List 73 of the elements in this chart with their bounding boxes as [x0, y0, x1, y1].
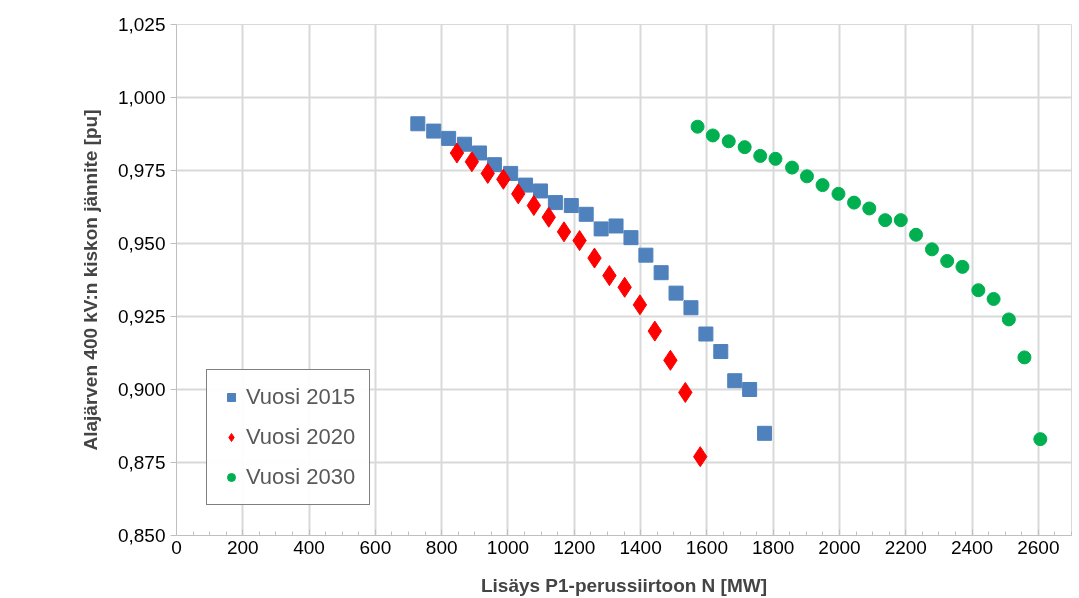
point — [1001, 312, 1016, 327]
point — [924, 242, 939, 257]
legend-label: Vuosi 2015 — [246, 384, 356, 410]
point — [532, 183, 548, 199]
point — [847, 195, 862, 210]
y-tick-label: 0,925 — [117, 306, 166, 327]
x-tick-label: 1200 — [553, 536, 596, 558]
point — [441, 130, 457, 146]
y-tick-label: 1,000 — [117, 87, 166, 108]
point — [768, 151, 783, 166]
point — [799, 169, 814, 184]
point — [971, 283, 986, 298]
y-tick-label: 0,850 — [117, 525, 166, 546]
point — [742, 382, 758, 397]
y-tick-label: 1,025 — [117, 14, 166, 35]
point — [653, 265, 669, 281]
point — [862, 201, 877, 216]
legend-label: Vuosi 2030 — [246, 464, 356, 490]
point — [727, 373, 743, 389]
point — [986, 291, 1001, 306]
point — [632, 294, 648, 316]
x-tick-label: 1400 — [619, 536, 662, 558]
point — [563, 198, 579, 214]
point — [608, 218, 624, 234]
point — [638, 247, 654, 263]
point — [940, 254, 955, 269]
point — [831, 186, 846, 201]
y-axis-title: Alajärven 400 kV:n kiskon jännite [pu] — [79, 109, 101, 451]
point — [410, 116, 426, 132]
point — [426, 123, 442, 139]
point — [690, 119, 705, 134]
point — [909, 227, 924, 242]
point — [1017, 350, 1032, 365]
point — [623, 230, 639, 246]
x-tick-label: 2600 — [1017, 536, 1060, 558]
point — [713, 344, 729, 360]
x-tick-label: 2200 — [884, 536, 927, 558]
point — [593, 221, 609, 237]
point — [878, 213, 893, 228]
x-tick-label: 600 — [359, 536, 392, 558]
point — [683, 300, 699, 316]
point — [668, 285, 684, 301]
point — [547, 195, 563, 211]
point — [893, 213, 908, 228]
point — [449, 142, 465, 164]
x-tick-label: 0 — [171, 536, 182, 558]
x-tick-label: 800 — [425, 536, 458, 558]
point — [757, 425, 773, 441]
y-tick-label: 0,900 — [117, 379, 166, 400]
y-tick-label: 0,875 — [117, 452, 166, 473]
x-tick-label: 2400 — [950, 536, 994, 558]
x-tick-label: 1800 — [752, 536, 795, 558]
x-tick-label: 200 — [226, 536, 259, 558]
point — [705, 128, 720, 143]
point — [578, 206, 594, 222]
point — [556, 221, 572, 243]
x-tick-label: 400 — [293, 536, 325, 558]
point — [464, 151, 480, 173]
y-tick-label: 0,975 — [117, 160, 166, 181]
point — [815, 178, 830, 193]
point — [1033, 432, 1048, 447]
x-tick-label: 2000 — [818, 536, 861, 558]
x-tick-label: 1000 — [486, 536, 530, 558]
x-axis-title: Lisäys P1-perussiirtoon N [MW] — [480, 574, 768, 596]
point — [753, 148, 768, 163]
point — [698, 326, 714, 342]
point — [737, 140, 752, 155]
legend-label: Vuosi 2020 — [246, 424, 356, 450]
point — [955, 259, 970, 274]
point — [721, 134, 736, 149]
x-tick-label: 1600 — [685, 536, 729, 558]
y-tick-label: 0,950 — [117, 233, 166, 254]
point — [785, 160, 800, 175]
